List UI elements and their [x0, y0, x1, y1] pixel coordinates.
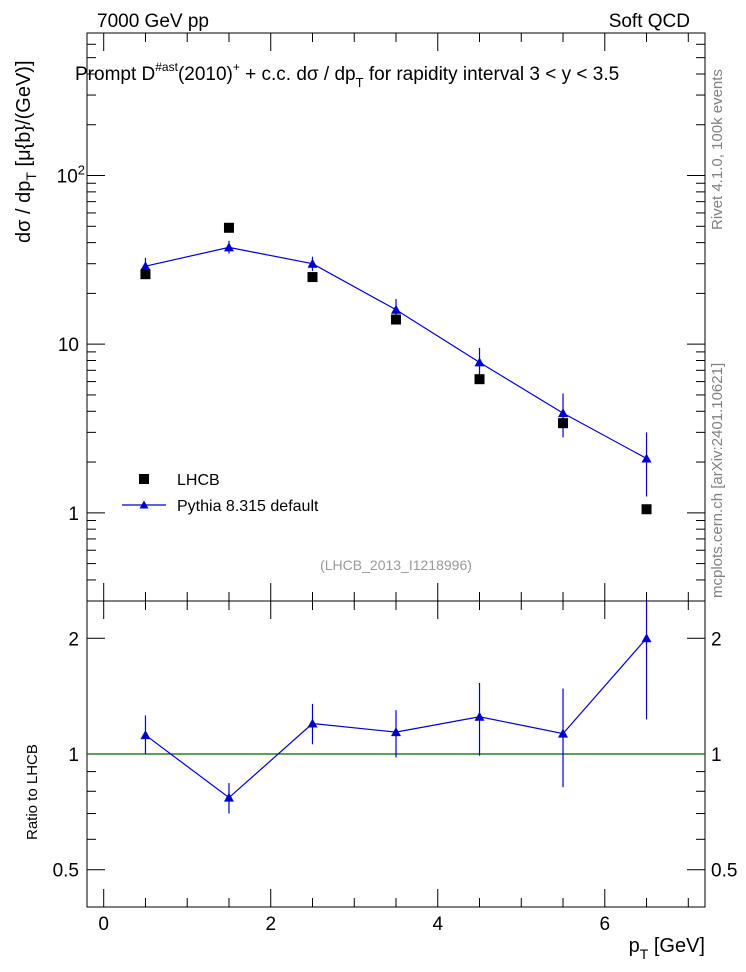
- ratio-point: [641, 633, 652, 643]
- ratio-y-tick-label-right: 0.5: [711, 861, 737, 882]
- header-left: 7000 GeV pp: [97, 11, 209, 32]
- lhcb-point: [641, 504, 652, 515]
- x-axis-label: pT [GeV]: [629, 935, 705, 962]
- lhcb-point: [391, 314, 401, 325]
- main-y-axis-label: dσ / dpT [μ{b}/(GeV)]: [13, 60, 39, 243]
- ratio-y-axis-label: Ratio to LHCB: [24, 744, 41, 840]
- legend-lhcb-marker: [139, 474, 149, 484]
- ratio-y-tick-label: 1: [68, 745, 79, 766]
- pythia-point: [474, 357, 485, 367]
- legend-lhcb-label: LHCB: [177, 472, 220, 489]
- legend: LHCB Pythia 8.315 default: [122, 472, 319, 515]
- ratio-y-tick-label: 0.5: [53, 861, 79, 882]
- ratio-y-tick-label: 2: [68, 629, 79, 650]
- header-right: Soft QCD: [609, 11, 690, 32]
- ratio-point: [307, 718, 318, 728]
- pythia-point: [307, 258, 318, 268]
- ratio-point: [391, 727, 401, 737]
- axis-ticks: 1 10 102 0.5 0.5 1 1 2 2 0 2 4 6: [53, 32, 737, 935]
- ratio-y-tick-label-right: 1: [711, 745, 722, 766]
- main-y-tick-label: 102: [57, 163, 85, 188]
- x-tick-label: 6: [599, 914, 610, 935]
- pythia-point: [558, 408, 569, 418]
- pythia-point: [140, 261, 151, 271]
- x-tick-label: 2: [265, 914, 276, 935]
- pythia-line: [145, 246, 647, 460]
- pythia-point: [223, 242, 234, 252]
- main-plot-marks: [140, 222, 652, 515]
- x-tick-label: 0: [98, 914, 109, 935]
- ratio-point: [474, 711, 485, 721]
- plot-title: Prompt D#ast(2010)+ + c.c. dσ / dpT for …: [75, 60, 619, 90]
- mcplots-label: mcplots.cern.ch [arXiv:2401.10621]: [709, 363, 726, 598]
- legend-pythia-marker: [139, 500, 149, 509]
- analysis-watermark: (LHCB_2013_I1218996): [320, 557, 472, 573]
- rivet-version-label: Rivet 4.1.0, 100k events: [709, 69, 726, 230]
- ratio-point: [140, 730, 151, 740]
- lhcb-point: [474, 374, 485, 385]
- ratio-point: [223, 792, 234, 802]
- lhcb-point: [307, 272, 318, 283]
- ratio-plot-marks: [87, 601, 705, 814]
- lhcb-point: [223, 222, 234, 233]
- main-y-tick-label: 10: [58, 335, 79, 356]
- x-tick-label: 4: [432, 914, 443, 935]
- lhcb-point: [558, 418, 569, 429]
- pythia-point: [391, 304, 401, 314]
- ratio-y-tick-label-right: 2: [711, 629, 722, 650]
- lhcb-point: [140, 269, 151, 280]
- ratio-point: [558, 728, 569, 738]
- legend-pythia-label: Pythia 8.315 default: [177, 498, 319, 515]
- main-y-tick-label: 1: [68, 504, 79, 525]
- pythia-point: [641, 453, 652, 463]
